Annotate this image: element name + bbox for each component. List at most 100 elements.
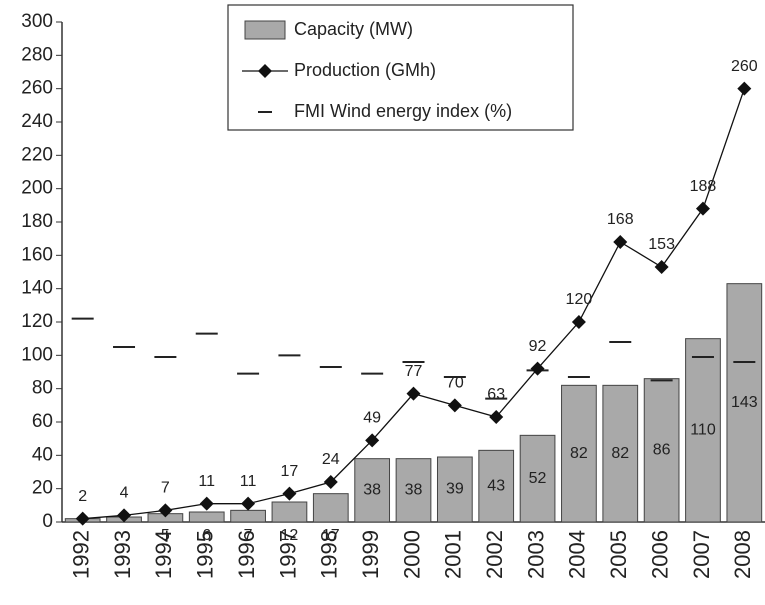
bar [395,458,432,523]
bar [312,493,349,523]
point-label: 70 [446,375,464,392]
point-label: 17 [281,463,299,480]
bar-label: 12 [281,527,299,544]
y-tick-label: 140 [21,278,53,299]
bar-label: 17 [322,527,340,544]
production-point [117,508,132,523]
y-tick-label: 60 [32,411,53,432]
y-tick-label: 100 [21,344,53,365]
bar-label: 82 [611,445,629,462]
bar-label: 86 [653,442,671,459]
bar [271,501,308,523]
point-label: 188 [690,178,717,195]
legend-swatch [244,20,286,40]
bar [354,458,391,523]
point-label: 11 [198,473,215,490]
bar [561,384,597,523]
x-tick-label: 2000 [399,530,424,579]
bar-label: 143 [731,394,758,411]
point-label: 4 [120,485,129,502]
y-tick-label: 120 [21,311,53,332]
bar-label: 38 [363,482,381,499]
point-label: 77 [405,363,423,380]
x-tick-label: 1993 [110,530,135,579]
x-tick-label: 1997 [275,530,300,579]
legend-label: Production (GMh) [294,60,436,80]
point-label: 63 [487,386,505,403]
production-point [530,361,545,376]
bar-label: 82 [570,445,588,462]
production-point [199,496,214,511]
bar-label: 43 [487,477,505,494]
point-label: 153 [648,236,675,253]
x-tick-label: 2003 [523,530,548,579]
y-tick-label: 0 [42,511,53,532]
production-point [75,511,90,526]
production-point [737,81,752,96]
y-tick-label: 300 [21,11,53,32]
point-label: 24 [322,451,340,468]
production-point [323,475,338,489]
point-label: 2 [78,488,87,505]
x-tick-label: 1994 [151,530,176,579]
y-tick-label: 20 [32,478,53,499]
production-point [406,386,421,401]
production-point [571,315,586,329]
production-point [654,260,669,274]
production-point [241,496,256,511]
production-point [695,201,710,216]
x-tick-label: 2006 [647,530,672,579]
bar [478,449,515,523]
x-tick-label: 1995 [193,530,218,579]
x-tick-label: 1996 [234,530,259,579]
point-label: 49 [363,410,381,427]
legend-marker [258,64,272,78]
y-tick-label: 280 [21,44,53,65]
production-point [365,433,380,448]
x-tick-label: 2007 [689,530,714,579]
bar-label: 52 [529,470,547,487]
x-tick-label: 2001 [441,530,466,579]
bar [230,509,266,523]
y-tick-label: 260 [21,78,53,99]
bar-label: 7 [244,527,253,544]
y-tick-label: 200 [21,178,53,199]
x-tick-label: 2002 [482,530,507,579]
bar-label: 38 [405,482,423,499]
point-label: 168 [607,211,634,228]
x-tick-label: 2005 [606,530,631,579]
y-tick-label: 220 [21,144,53,165]
bar-label: 110 [690,422,716,439]
x-tick-label: 1999 [358,530,383,579]
x-tick-label: 2008 [730,530,755,579]
bar [685,338,721,523]
y-tick-label: 80 [32,378,53,399]
bar [602,384,639,523]
y-tick-label: 180 [21,211,53,232]
y-tick-label: 40 [32,444,53,465]
point-label: 260 [731,58,758,75]
y-tick-label: 240 [21,111,53,132]
point-label: 11 [240,473,257,490]
legend-label: Capacity (MW) [294,19,413,39]
legend-label: FMI Wind energy index (%) [294,101,512,121]
bar [726,283,763,523]
point-label: 7 [161,480,170,497]
x-tick-label: 2004 [565,530,590,579]
bar [643,378,680,523]
point-label: 92 [529,338,547,355]
bar [519,434,556,523]
bar [188,511,225,523]
production-point [489,410,504,424]
bar [436,456,473,523]
point-label: 120 [566,291,593,308]
production-point [613,235,628,249]
bar-label: 6 [202,527,211,544]
production-point [447,398,462,413]
production-point [158,503,173,518]
bar-label: 39 [446,481,464,498]
x-tick-label: 1998 [317,530,342,579]
production-point [282,486,297,501]
x-tick-label: 1992 [68,530,93,579]
